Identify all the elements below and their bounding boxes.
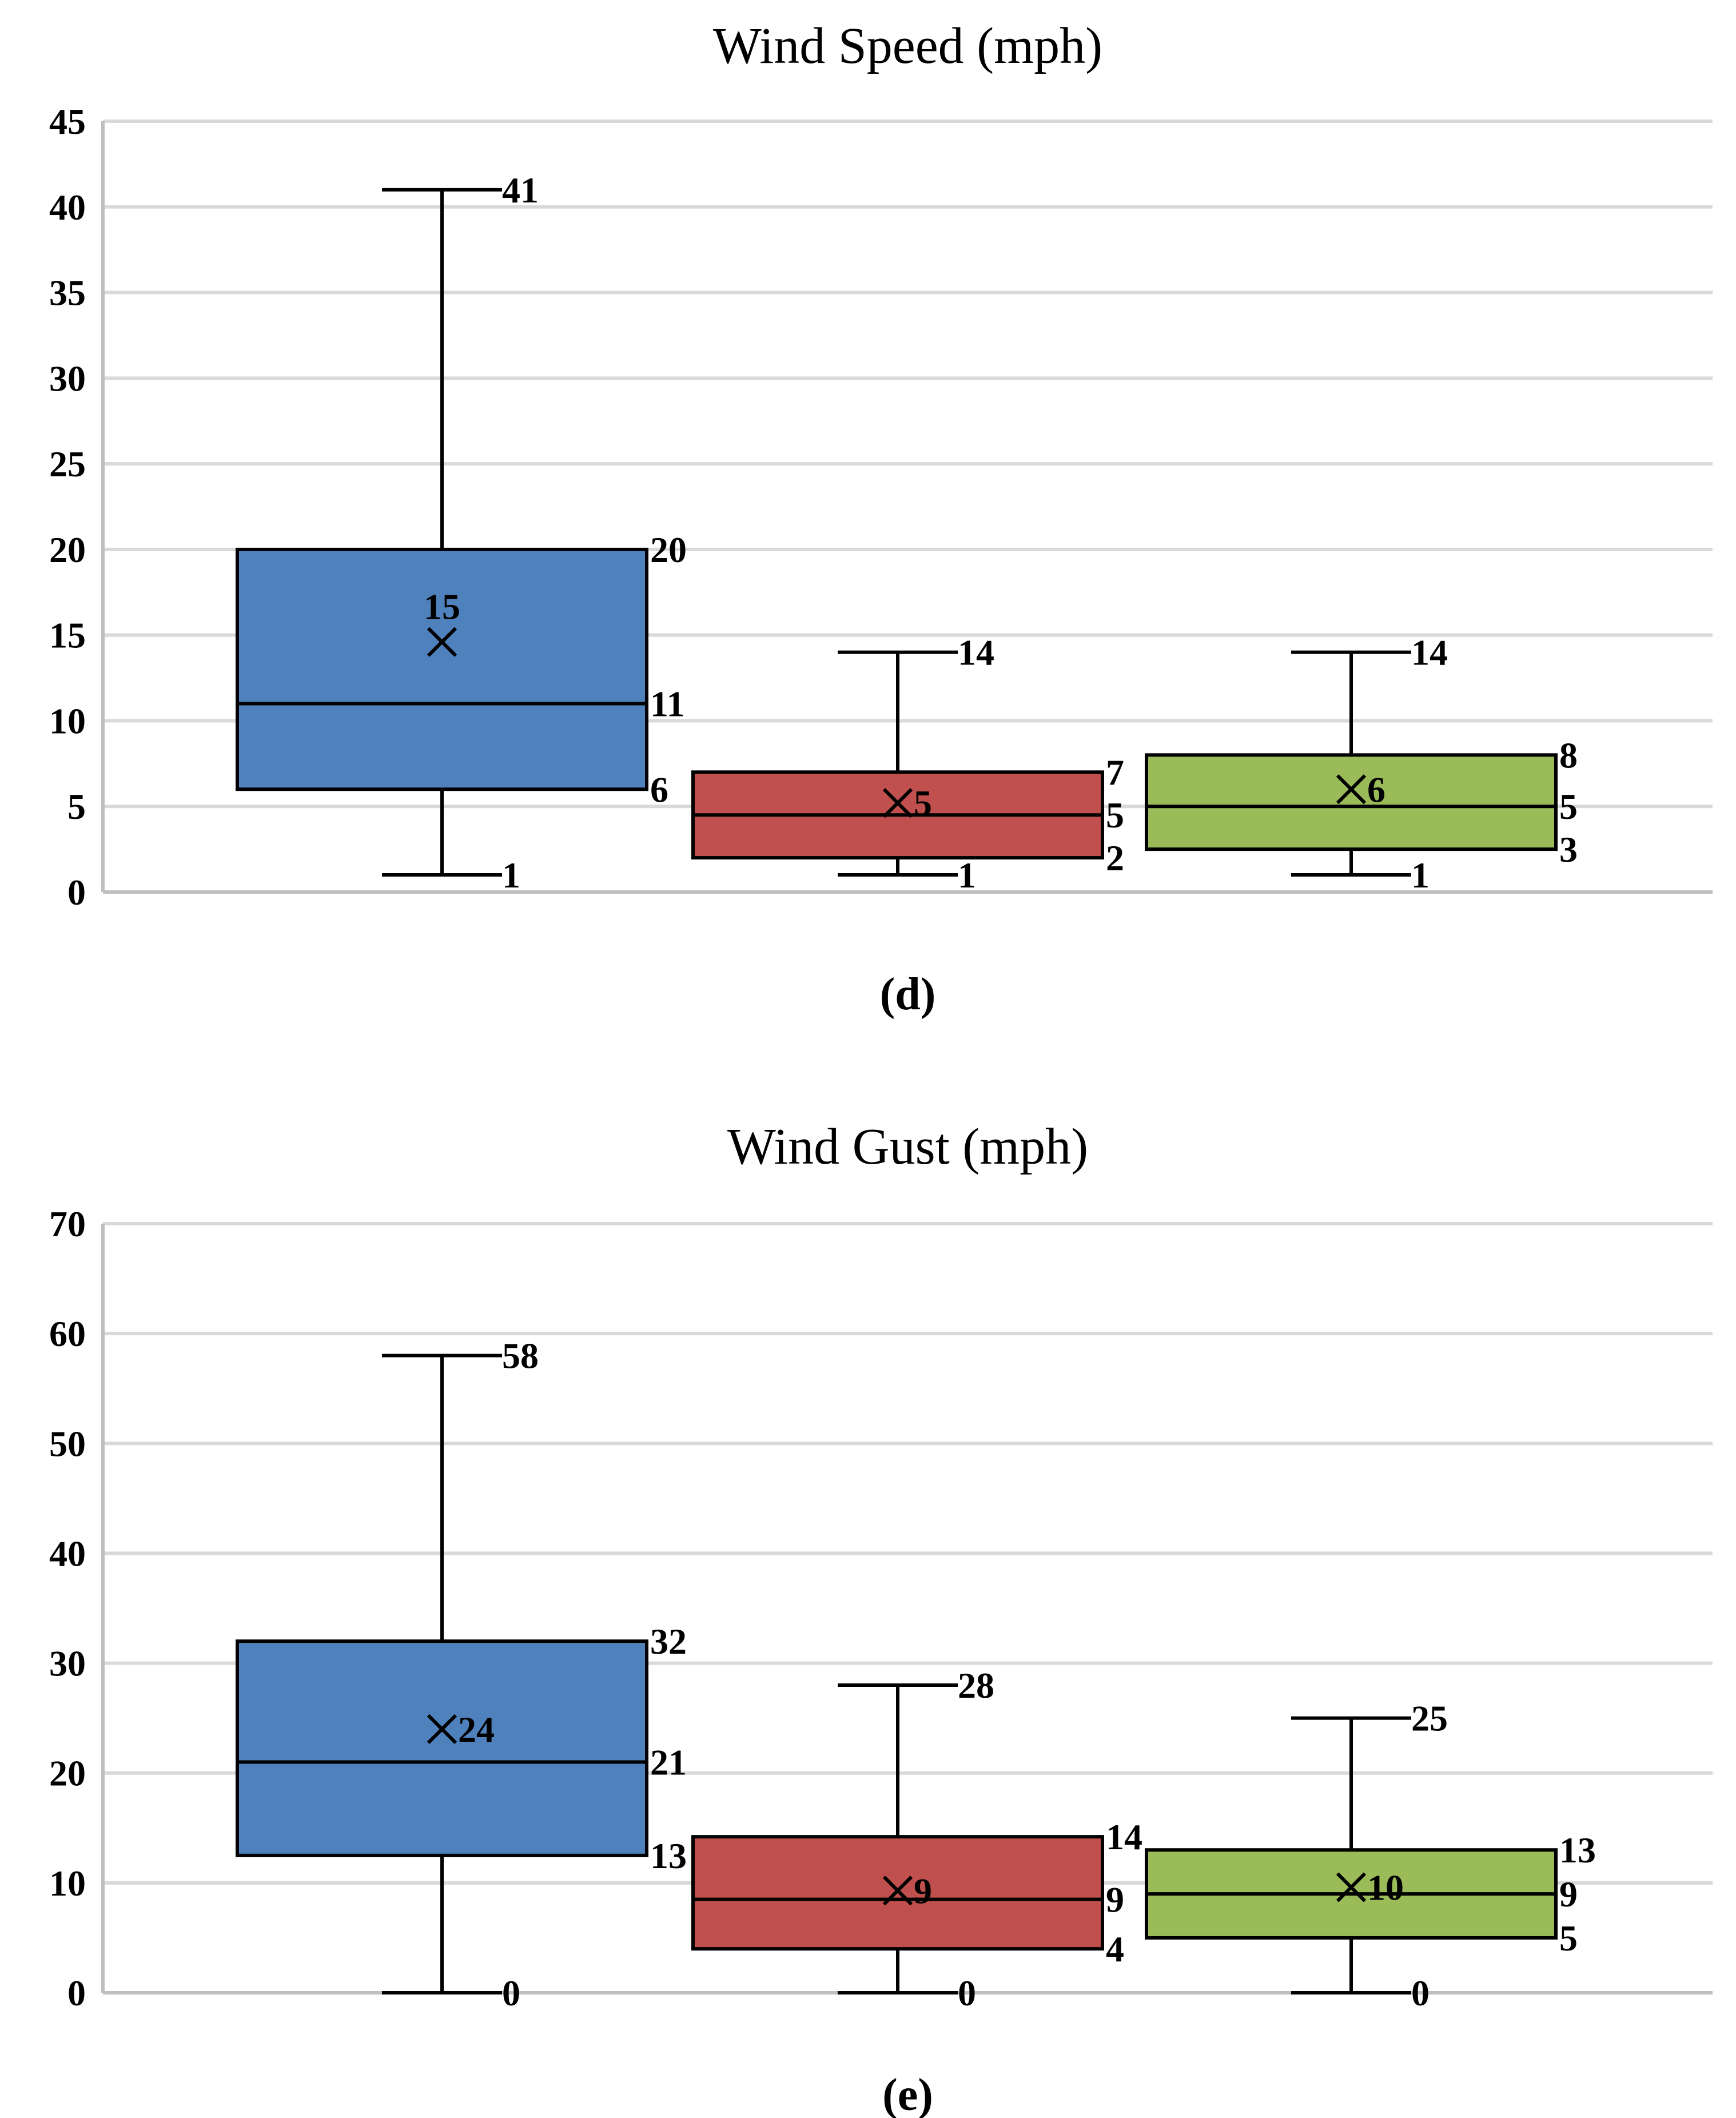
y-tick-label: 15 [49,615,86,656]
q3-label: 32 [650,1621,687,1662]
median-label: 5 [1106,795,1124,835]
chart-panel-wind-speed: Wind Speed (mph)051015202530354045411201… [49,18,1713,1020]
box-series-1: 41 1 20 11 6 15 [236,170,687,895]
q3-label: 8 [1559,735,1578,775]
mean-marker [1336,1872,1367,1902]
min-label: 1 [958,855,976,895]
min-label: 0 [1411,1973,1430,2013]
min-label: 0 [958,1973,976,2013]
mean-label: 9 [914,1870,932,1911]
mean-marker [427,1714,457,1744]
max-label: 14 [1411,632,1448,673]
iqr-box [236,547,648,791]
q3-label: 20 [650,530,687,570]
mean-label: 10 [1367,1868,1404,1908]
q1-label: 4 [1106,1929,1124,1969]
median-label: 9 [1106,1880,1124,1920]
y-tick-label: 60 [49,1313,86,1354]
q3-label: 14 [1106,1817,1142,1857]
y-tick-label: 0 [67,1973,86,2013]
max-label: 25 [1411,1698,1448,1739]
y-tick-label: 50 [49,1423,86,1464]
chart-panel-wind-gust: Wind Gust (mph)0102030405060705803221132… [49,1118,1713,2118]
y-tick-label: 35 [49,273,86,313]
mean-label: 5 [914,783,932,823]
y-tick-label: 45 [49,101,86,142]
y-tick-label: 30 [49,1643,86,1684]
y-tick-label: 70 [49,1204,86,1244]
q1-label: 6 [650,769,668,810]
y-tick-label: 25 [49,444,86,484]
min-label: 1 [1411,855,1430,895]
max-label: 14 [958,632,994,673]
box-series-1: 58 0 32 21 13 24 [236,1336,687,2013]
mean-marker [882,1876,913,1906]
chart-title: Wind Speed (mph) [713,18,1102,74]
q1-label: 3 [1559,829,1578,870]
q3-label: 7 [1106,752,1124,793]
max-label: 58 [502,1336,539,1376]
panel-caption: (e) [882,2070,933,2118]
iqr-box [236,1639,648,1857]
mean-marker [427,627,457,657]
median-label: 5 [1559,786,1578,827]
q3-label: 13 [1559,1830,1596,1870]
mean-label: 24 [458,1709,495,1750]
q1-label: 2 [1106,838,1124,878]
iqr-box [1145,753,1558,851]
y-tick-label: 10 [49,700,86,741]
y-tick-label: 20 [49,1753,86,1794]
box-series-2: 28 0 14 9 4 9 [691,1665,1142,2013]
q1-label: 5 [1559,1918,1578,1958]
mean-marker [882,788,913,818]
max-label: 41 [502,170,539,210]
y-tick-label: 40 [49,1533,86,1574]
panel-caption: (d) [880,969,936,1020]
median-label: 9 [1559,1874,1578,1914]
y-tick-label: 5 [67,786,86,827]
mean-label: 6 [1367,769,1385,810]
median-label: 21 [650,1742,687,1783]
median-label: 11 [650,683,684,724]
y-tick-label: 20 [49,530,86,570]
y-tick-label: 0 [67,872,86,913]
min-label: 0 [502,1973,520,2013]
iqr-box [691,1835,1104,1951]
mean-label: 15 [424,587,460,627]
min-label: 1 [502,855,520,895]
y-tick-label: 10 [49,1863,86,1904]
max-label: 28 [958,1665,994,1706]
mean-marker [1336,774,1367,805]
box-series-3: 14 1 8 53 6 [1145,632,1578,895]
q1-label: 13 [650,1836,687,1876]
chart-title: Wind Gust (mph) [727,1118,1088,1175]
y-tick-label: 40 [49,187,86,228]
y-tick-label: 30 [49,358,86,399]
